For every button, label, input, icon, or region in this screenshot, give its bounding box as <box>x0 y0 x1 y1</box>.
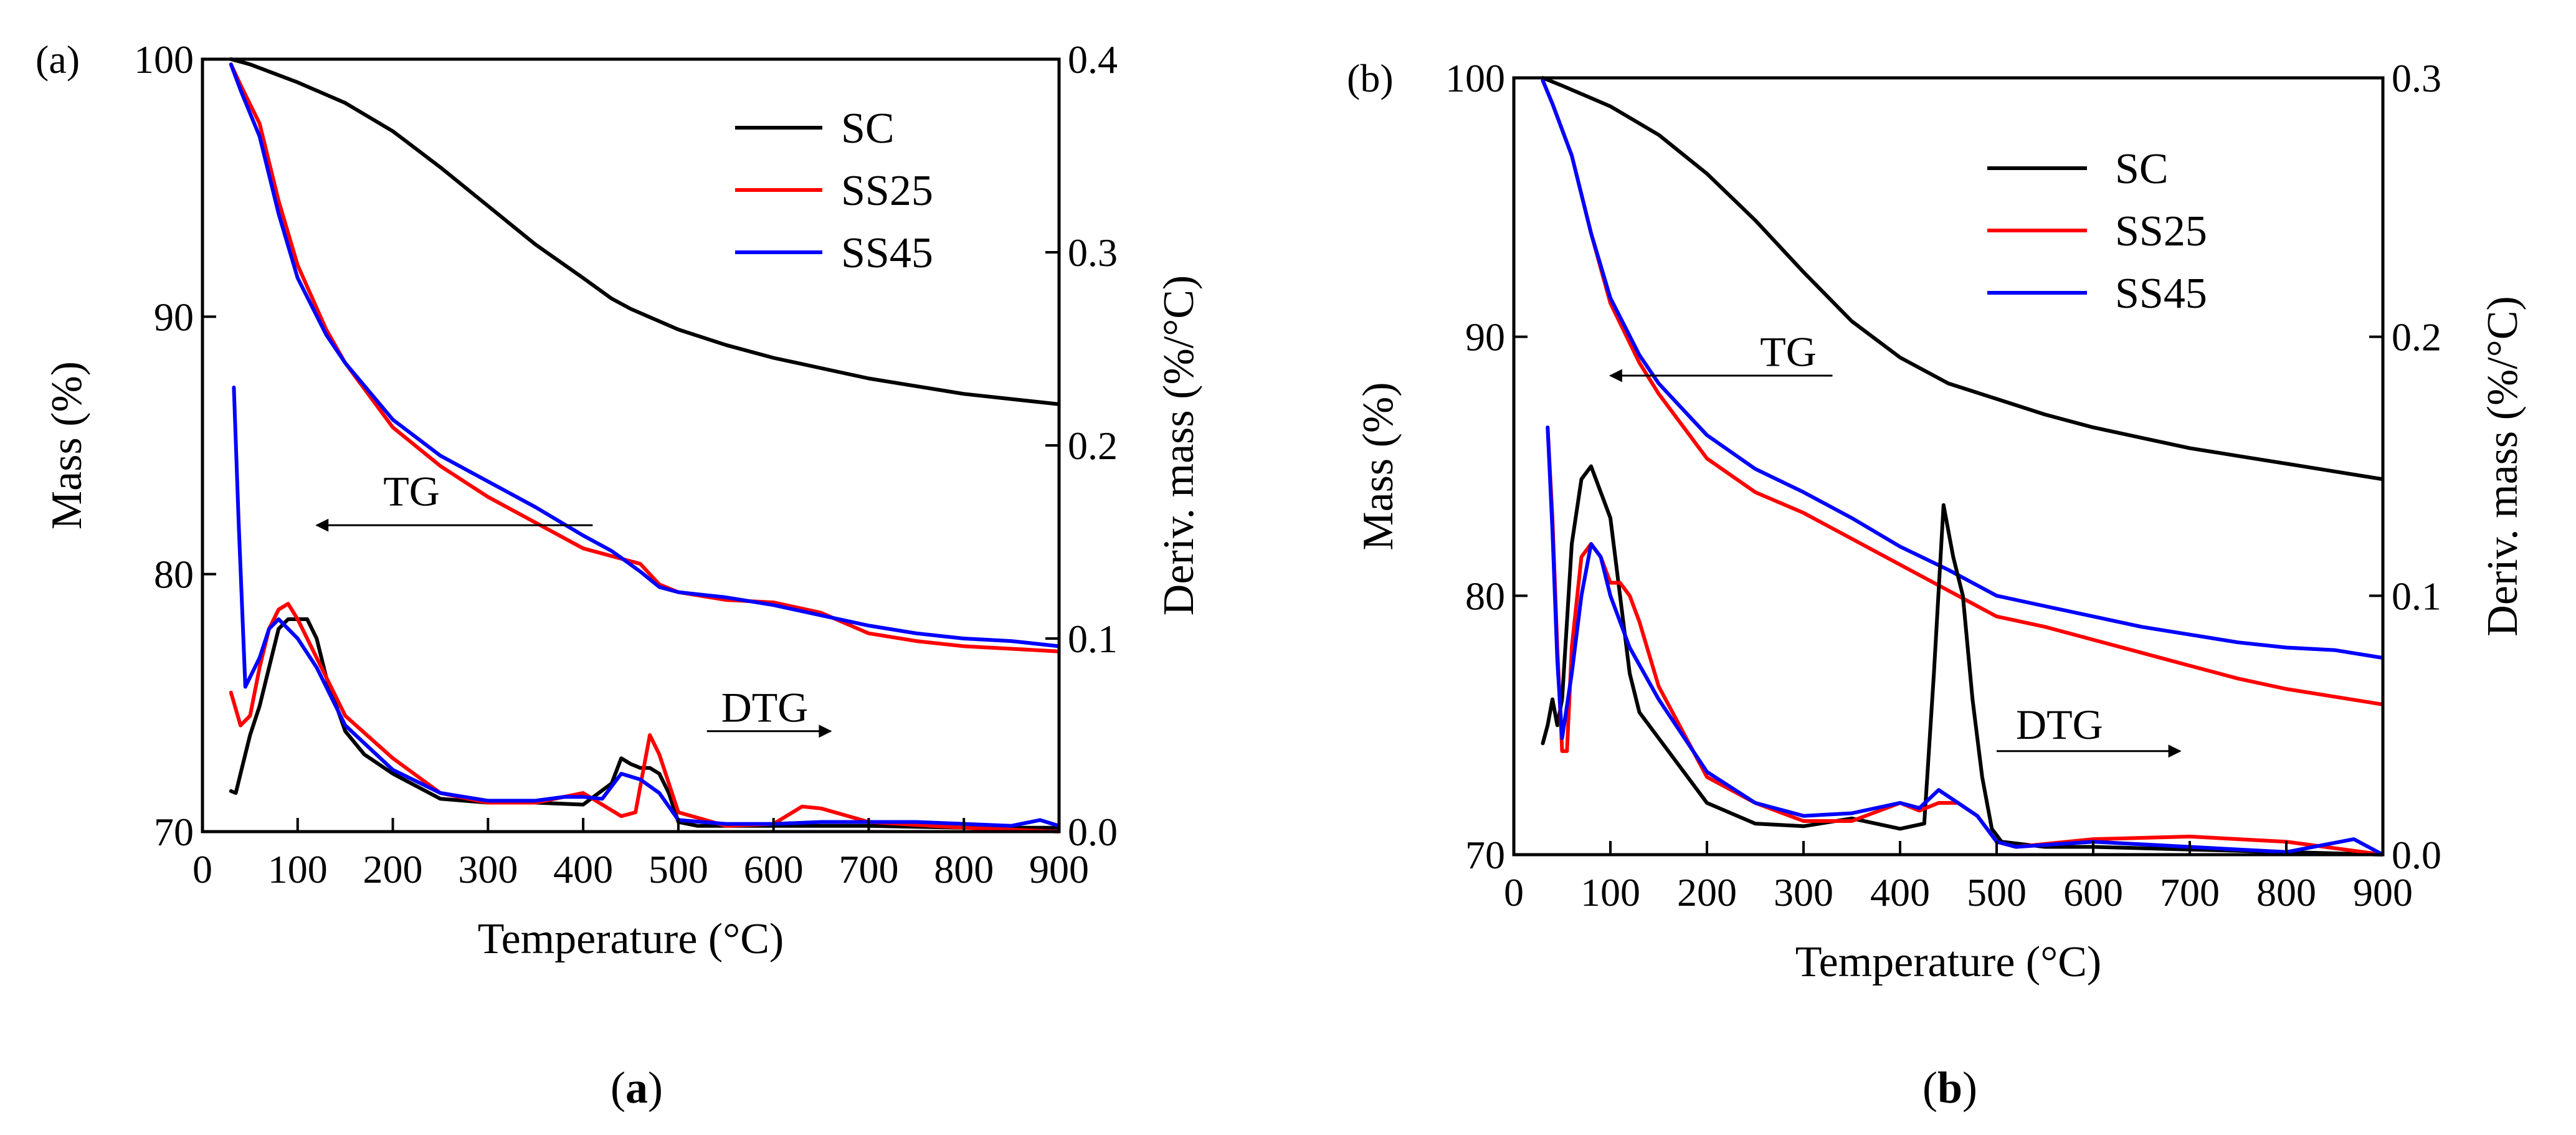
legend: SC SS25 SS45 <box>1987 145 2207 318</box>
annotation-label-tg: TG <box>1760 328 1817 376</box>
panel-label: (b) <box>1347 56 1394 100</box>
y2-axis-title: Deriv. mass (%/°C) <box>1155 275 1203 615</box>
y2-tick-label: 0.2 <box>2392 315 2441 359</box>
x-tick-label: 200 <box>1677 870 1737 914</box>
y-tick-label: 80 <box>154 553 194 597</box>
x-tick-label: 900 <box>1029 847 1089 891</box>
legend-label-ss45: SS45 <box>841 229 933 277</box>
x-tick-label: 600 <box>2063 870 2123 914</box>
y2-tick-label: 0.4 <box>1068 37 1118 82</box>
x-tick-label: 300 <box>458 847 518 891</box>
y-tick-label: 80 <box>1465 574 1505 618</box>
caption-a-open: ( <box>611 1063 625 1113</box>
y-tick-label: 70 <box>154 810 194 854</box>
x-tick-label: 800 <box>2256 870 2316 914</box>
caption-a: (a) <box>611 1063 663 1113</box>
series-group <box>1541 76 2383 857</box>
y-axis-title: Mass (%) <box>1354 382 1402 550</box>
x-tick-label: 900 <box>2353 870 2413 914</box>
caption-a-letter: a <box>625 1063 648 1113</box>
x-tick-label: 300 <box>1774 870 1833 914</box>
annotation-label-dtg: DTG <box>2016 701 2103 748</box>
y2-tick-label: 0.0 <box>2392 833 2441 877</box>
y-tick-label: 90 <box>1465 315 1505 359</box>
x-tick-label: 500 <box>649 847 708 891</box>
y2-tick-label: 0.3 <box>2392 56 2441 100</box>
chart-panel-a: 0 100 200 300 400 500 600 700 800 900 70 80 90 100 0.0… <box>36 37 1203 963</box>
legend: SC SS25 SS45 <box>735 105 933 277</box>
series-line-sc-tg <box>229 57 1059 406</box>
series-line-sc-tg <box>1541 76 2383 482</box>
y-tick-label: 90 <box>154 295 194 339</box>
series-line-ss25-dtg <box>229 602 1059 833</box>
y-axis-title: Mass (%) <box>43 361 91 530</box>
series-group <box>229 57 1059 833</box>
caption-b-close: ) <box>1962 1063 1977 1113</box>
x-tick-label: 0 <box>1504 870 1524 914</box>
x-axis-title: Temperature (°C) <box>1795 938 2101 986</box>
legend-label-ss25: SS25 <box>2115 207 2207 255</box>
series-line-ss45-tg <box>229 62 1059 648</box>
x-tick-label: 0 <box>192 847 212 891</box>
y2-tick-label: 0.2 <box>1068 424 1118 468</box>
caption-b-letter: b <box>1937 1063 1962 1113</box>
series-line-ss45-dtg <box>1546 425 2383 857</box>
annotation-label-dtg: DTG <box>721 684 809 731</box>
legend-label-ss45: SS45 <box>2115 270 2207 318</box>
series-line-sc-dtg <box>1541 464 2383 857</box>
series-line-ss45-tg <box>1541 78 2383 660</box>
x-tick-label: 800 <box>934 847 994 891</box>
x-tick-label: 100 <box>268 847 328 891</box>
y2-tick-label: 0.3 <box>1068 230 1118 275</box>
legend-label-sc: SC <box>841 105 895 153</box>
caption-a-close: ) <box>648 1063 663 1113</box>
x-tick-label: 600 <box>744 847 804 891</box>
y-tick-label: 100 <box>1445 56 1505 100</box>
y-tick-label: 100 <box>134 37 194 82</box>
y2-axis-title: Deriv. mass (%/°C) <box>2479 296 2527 636</box>
legend-label-sc: SC <box>2115 145 2169 193</box>
x-tick-label: 400 <box>1870 870 1930 914</box>
y-tick-label: 70 <box>1465 833 1505 877</box>
legend-label-ss25: SS25 <box>841 167 933 215</box>
caption-b: (b) <box>1922 1063 1977 1113</box>
y2-tick-label: 0.1 <box>2392 574 2441 618</box>
series-line-ss25-tg <box>229 62 1059 653</box>
panel-label: (a) <box>36 37 80 82</box>
chart-panel-b: 0 100 200 300 400 500 600 700 800 900 70 80 90 100 0.0… <box>1347 56 2527 986</box>
x-axis-title: Temperature (°C) <box>478 915 784 963</box>
x-tick-label: 100 <box>1580 870 1640 914</box>
annotation-label-tg: TG <box>383 467 440 515</box>
x-tick-label: 700 <box>2160 870 2220 914</box>
x-tick-label: 200 <box>363 847 423 891</box>
y2-tick-label: 0.1 <box>1068 617 1118 661</box>
x-tick-label: 500 <box>1967 870 2027 914</box>
caption-b-open: ( <box>1922 1063 1937 1113</box>
plot-frame <box>1512 76 2385 857</box>
x-tick-label: 400 <box>553 847 613 891</box>
x-tick-label: 700 <box>839 847 898 891</box>
y2-tick-label: 0.0 <box>1068 810 1118 854</box>
